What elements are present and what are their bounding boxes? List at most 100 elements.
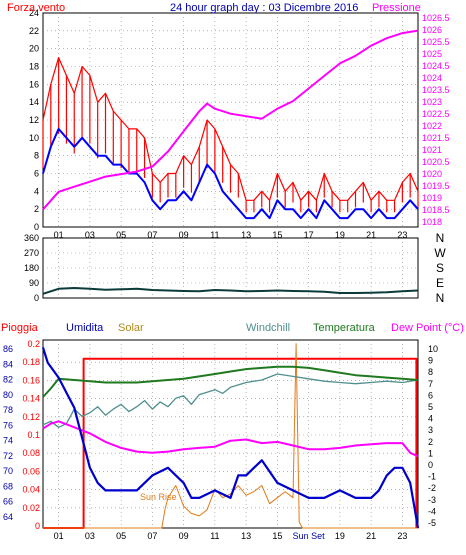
pressure-tick-label: 1025 (422, 49, 442, 59)
pressure-tick-label: 1025.5 (422, 37, 450, 47)
dewpoint-label: Dew Point (°C) (391, 322, 464, 334)
temperature-label: Temperatura (313, 322, 376, 334)
humidity-tick-label: 86 (3, 344, 13, 354)
humidity-tick-label: 70 (3, 466, 13, 476)
pressure-tick-label: 1021.5 (422, 133, 450, 143)
temperature-tick-label: 6 (428, 390, 433, 400)
humidity-line (41, 347, 420, 529)
wind-label: Forza vento (7, 2, 65, 14)
wind-tick-label: 12 (29, 115, 39, 125)
windchill-label: Windchill (246, 322, 290, 334)
hour-tick-label: 11 (210, 230, 219, 240)
temperature-tick-label: -1 (428, 472, 436, 482)
humidity-tick-label: 76 (3, 420, 13, 430)
hour-tick-label: 03 (85, 230, 95, 240)
rain-tick-label: 0 (35, 521, 40, 531)
temperature-tick-label: -4 (428, 506, 436, 516)
pressure-tick-label: 1020 (422, 169, 442, 179)
rain-tick-label: 0.04 (22, 485, 40, 495)
compass-label: W (434, 246, 446, 260)
rain-tick-label: 0.08 (22, 448, 40, 458)
compass-label: N (436, 291, 445, 305)
pressure-tick-label: 1026 (422, 25, 442, 35)
direction-tick-label: 360 (24, 233, 39, 243)
temperature-tick-label: 0 (428, 460, 433, 470)
humidity-tick-label: 72 (3, 451, 13, 461)
dewpoint-line (42, 420, 419, 458)
rain-tick-label: 0.14 (22, 394, 40, 404)
temperature-tick-label: 3 (428, 425, 433, 435)
hour-tick-label: 19 (335, 230, 345, 240)
hour-tick-label: 05 (116, 531, 126, 541)
hour-tick-label: 01 (54, 531, 64, 541)
pressure-label: Pressione (372, 2, 421, 14)
humidity-tick-label: 80 (3, 390, 13, 400)
sunrise-annotation: Sun Rise (140, 492, 177, 502)
humidity-tick-label: 68 (3, 481, 13, 491)
temperature-tick-label: 8 (428, 367, 433, 377)
panel-frame-3 (42, 339, 419, 529)
hour-tick-label: 13 (241, 531, 251, 541)
hour-tick-label: 23 (397, 531, 407, 541)
pressure-tick-label: 1019.5 (422, 181, 450, 191)
pressure-tick-label: 1022.5 (422, 109, 450, 119)
humidity-tick-label: 84 (3, 359, 13, 369)
wind-tick-label: 18 (29, 62, 39, 72)
humidity-tick-label: 66 (3, 497, 13, 507)
humidity-tick-label: 82 (3, 375, 13, 385)
rain-tick-label: 0.2 (27, 339, 40, 349)
temperature-tick-label: 10 (428, 344, 438, 354)
direction-tick-label: 180 (24, 263, 39, 273)
chart-title: 24 hour graph day : 03 Dicembre 2016 (170, 2, 358, 14)
hour-tick-label: 09 (179, 531, 189, 541)
pressure-tick-label: 1023.5 (422, 85, 450, 95)
hour-tick-label: 17 (304, 230, 314, 240)
temperature-tick-label: -5 (428, 518, 436, 528)
wind-tick-label: 22 (29, 26, 39, 36)
hour-tick-label: 21 (366, 531, 376, 541)
hour-tick-label: 01 (54, 230, 64, 240)
temperature-tick-label: 2 (428, 437, 433, 447)
wind-tick-label: 0 (34, 222, 39, 232)
wind-tick-label: 2 (34, 204, 39, 214)
temperature-tick-label: 4 (428, 414, 433, 424)
pressure-tick-label: 1024.5 (422, 61, 450, 71)
windchill-line (42, 373, 419, 428)
wind-tick-label: 10 (29, 133, 39, 143)
temperature-tick-label: 7 (428, 379, 433, 389)
hour-tick-label: 15 (272, 230, 282, 240)
hour-tick-label: 05 (116, 230, 126, 240)
hour-tick-label: 21 (366, 230, 376, 240)
rain-label: Pioggia (1, 322, 39, 334)
compass-label: N (436, 231, 445, 245)
hour-tick-label: 03 (85, 531, 95, 541)
wind-tick-label: 14 (29, 97, 39, 107)
temperature-line (42, 365, 419, 398)
compass-label: S (436, 261, 444, 275)
humidity-tick-label: 64 (3, 512, 13, 522)
pressure-line (42, 29, 419, 211)
rain-tick-label: 0.16 (22, 375, 40, 385)
hour-tick-label: 09 (179, 230, 189, 240)
pressure-tick-label: 1020.5 (422, 157, 450, 167)
wind-average-line (42, 127, 419, 220)
direction-tick-label: 90 (29, 278, 39, 288)
hour-tick-label: 19 (335, 531, 345, 541)
pressure-tick-label: 1024 (422, 73, 442, 83)
temperature-tick-label: 1 (428, 448, 433, 458)
pressure-tick-label: 1019 (422, 193, 442, 203)
pressure-tick-label: 1018 (422, 217, 442, 227)
rain-tick-label: 0.18 (22, 357, 40, 367)
temperature-tick-label: 9 (428, 356, 433, 366)
hour-tick-label: 23 (397, 230, 407, 240)
temperature-tick-label: -3 (428, 495, 436, 505)
wind-tick-label: 8 (34, 151, 39, 161)
humidity-label: Umidita (66, 322, 104, 334)
hour-tick-label: 07 (147, 531, 157, 541)
wind-tick-label: 24 (29, 8, 39, 18)
pressure-tick-label: 1021 (422, 145, 442, 155)
wind-tick-label: 16 (29, 79, 39, 89)
compass-label: E (436, 276, 444, 290)
